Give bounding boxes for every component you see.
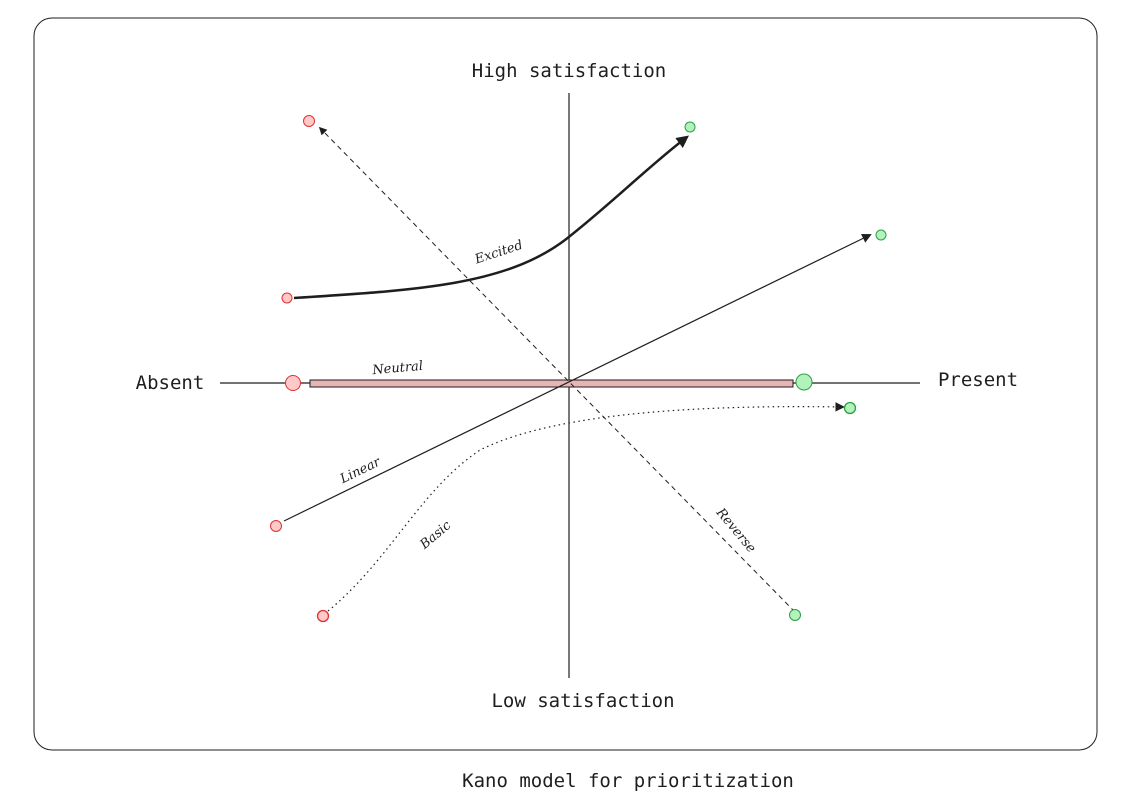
excited-curve — [293, 135, 689, 300]
point-linear-start — [270, 520, 282, 532]
point-neutral-end — [795, 373, 813, 391]
point-basic-end — [843, 401, 857, 415]
y-axis-bottom-label: Low satisfaction — [491, 690, 674, 712]
point-basic-start — [316, 609, 330, 623]
diagram-caption: Kano model for prioritization — [462, 770, 794, 792]
x-axis-left-label: Absent — [136, 372, 205, 394]
point-neutral-start — [285, 375, 301, 391]
linear-line — [283, 234, 872, 522]
reverse-label: Reverse — [712, 505, 758, 556]
point-reverse-start — [789, 609, 801, 621]
point-reverse-end — [303, 115, 315, 127]
x-axis-right-label: Present — [938, 369, 1018, 391]
basic-label: Basic — [417, 518, 455, 553]
point-excited-start — [281, 292, 293, 304]
diagram-frame — [33, 17, 1098, 751]
linear-label: Linear — [337, 454, 384, 487]
neutral-bar — [309, 379, 794, 388]
point-linear-end — [875, 229, 887, 241]
excited-label: Excited — [472, 238, 525, 268]
point-excited-end — [684, 121, 696, 133]
neutral-label: Neutral — [371, 359, 424, 378]
basic-curve — [327, 402, 845, 612]
y-axis-top-label: High satisfaction — [472, 60, 666, 82]
